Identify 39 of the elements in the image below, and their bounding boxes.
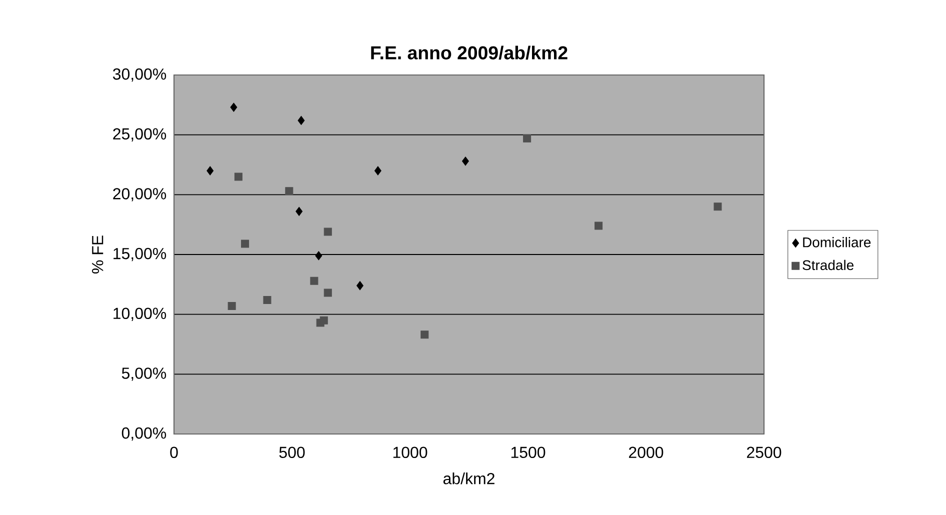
legend-label: Domiciliare bbox=[803, 237, 871, 248]
x-axis-title: ab/km2 bbox=[443, 472, 494, 484]
point bbox=[206, 166, 214, 176]
point bbox=[298, 116, 305, 126]
point bbox=[320, 316, 328, 324]
y-tick-label: 20,00% bbox=[113, 188, 166, 202]
point bbox=[241, 240, 250, 248]
y-tick-label: 0,00% bbox=[122, 427, 166, 441]
x-tick-label: 2000 bbox=[629, 446, 664, 458]
point bbox=[356, 281, 364, 290]
legend-label: Stradale bbox=[802, 260, 854, 270]
point bbox=[594, 222, 603, 230]
x-tick-label: 2500 bbox=[747, 446, 782, 458]
point bbox=[285, 187, 294, 196]
point bbox=[523, 134, 532, 142]
x-tick-label: 1500 bbox=[511, 446, 546, 458]
y-tick-label: 25,00% bbox=[113, 128, 166, 142]
point bbox=[462, 156, 469, 166]
point bbox=[296, 206, 303, 216]
point bbox=[263, 296, 272, 304]
point bbox=[230, 102, 238, 112]
point bbox=[315, 251, 322, 260]
point bbox=[228, 302, 236, 310]
point bbox=[324, 288, 332, 297]
point bbox=[374, 166, 382, 176]
x-tick-label: 0 bbox=[170, 446, 178, 458]
y-tick-label: 15,00% bbox=[114, 248, 166, 262]
y-tick-label: 30,00% bbox=[112, 68, 166, 82]
y-tick-label: 10,00% bbox=[114, 308, 166, 321]
point bbox=[234, 172, 242, 181]
point bbox=[324, 228, 332, 236]
point bbox=[714, 202, 722, 211]
x-tick-label: 1000 bbox=[393, 446, 428, 458]
y-axis-title: % FE bbox=[92, 236, 104, 274]
point bbox=[420, 330, 429, 339]
chart-title: F.E. anno 2009/ab/km2 bbox=[371, 46, 568, 60]
point bbox=[310, 276, 318, 285]
x-tick-label: 500 bbox=[279, 446, 305, 458]
y-tick-label: 5,00% bbox=[122, 368, 166, 381]
